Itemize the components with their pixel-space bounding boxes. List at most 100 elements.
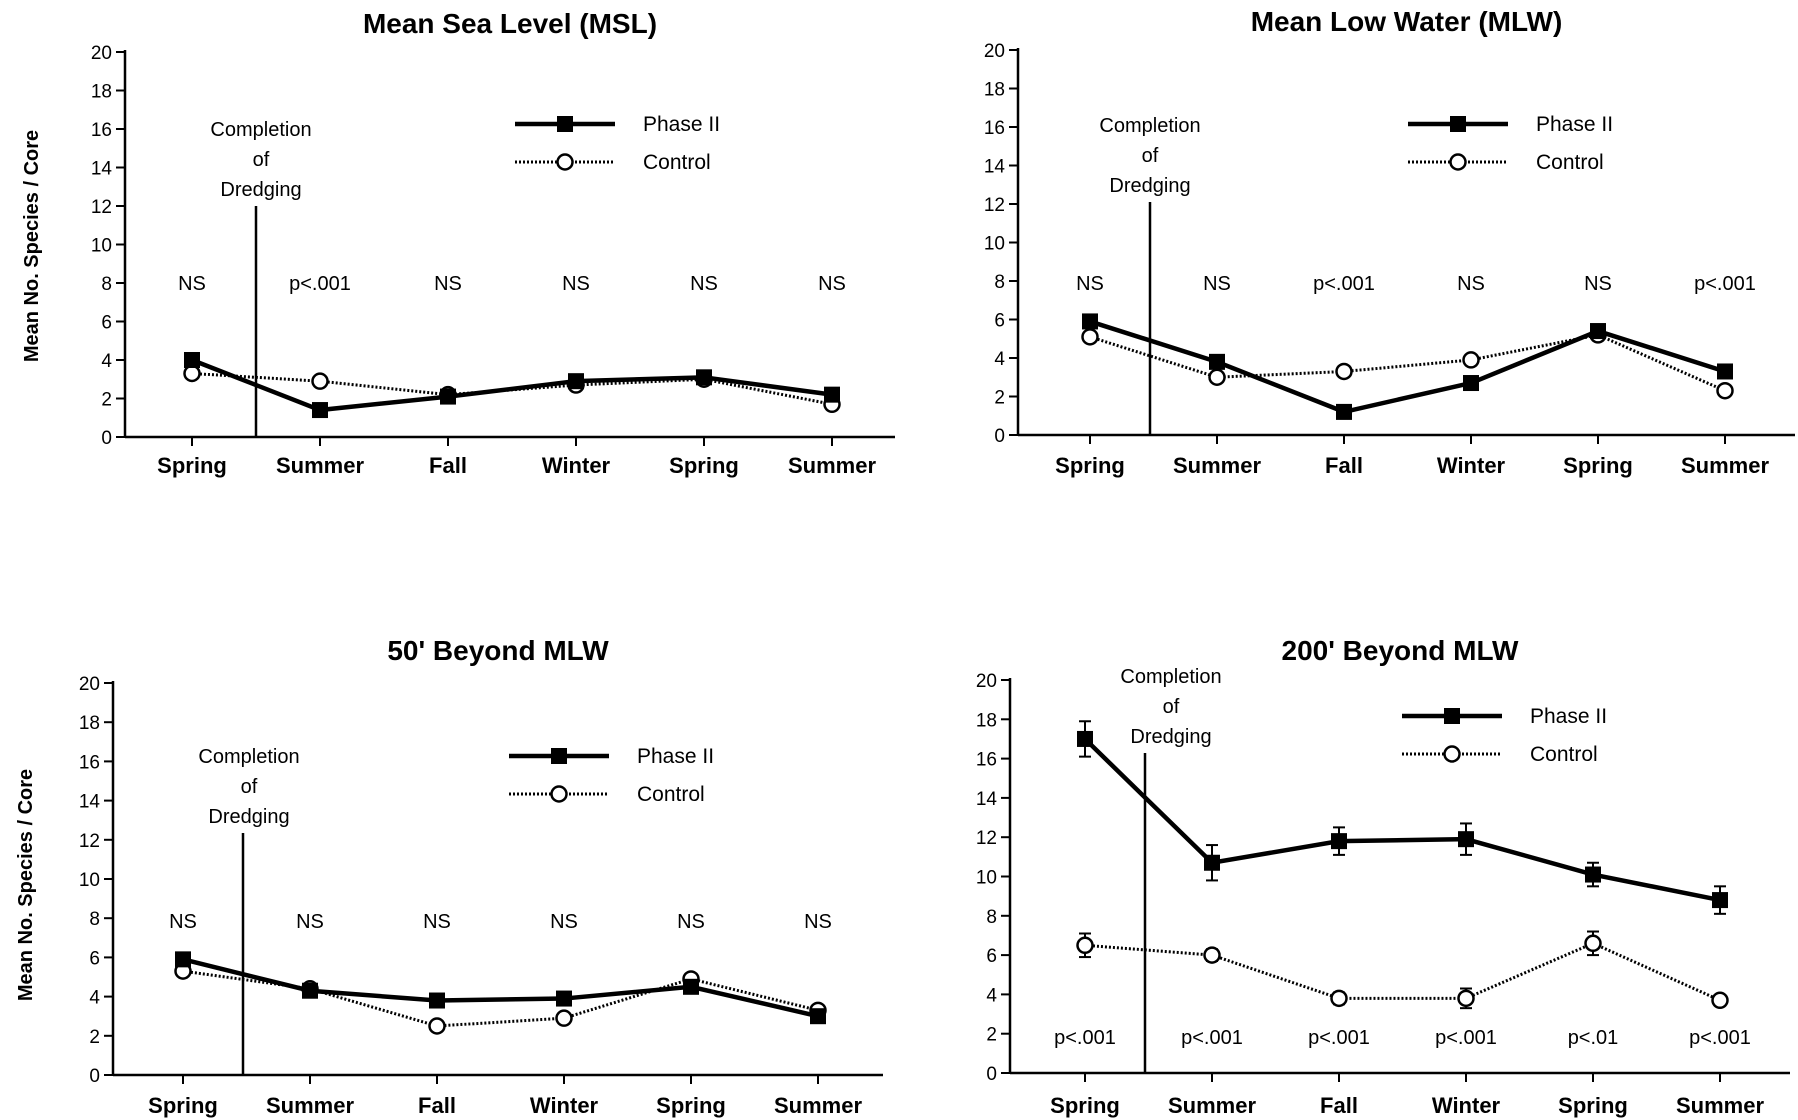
y-tick-label: 2 [986, 1025, 997, 1046]
significance-label: p<.01 [1568, 1027, 1619, 1049]
ylabel-bottom: Mean No. Species / Core [15, 769, 37, 1001]
y-tick-label: 12 [984, 195, 1005, 216]
y-tick-label: 14 [91, 159, 113, 180]
dredging-annotation: Completion [1099, 115, 1200, 137]
dredging-annotation: Completion [210, 119, 311, 141]
y-axis-label-top: Mean No. Species / Core [21, 130, 43, 362]
significance-label: NS [296, 911, 324, 933]
y-tick-label: 2 [89, 1027, 100, 1048]
y-tick-label: 8 [89, 909, 100, 930]
series-line-phase-ii [191, 357, 833, 413]
x-tick-label: Fall [1325, 453, 1363, 478]
y-tick-label: 18 [984, 80, 1005, 101]
significance-label: p<.001 [1694, 273, 1756, 295]
x-tick-label: Spring [1563, 453, 1633, 478]
y-tick-label: 16 [984, 118, 1005, 139]
data-point-phase-ii [184, 352, 200, 368]
data-point-phase-ii [1331, 833, 1347, 850]
data-point-control [311, 372, 329, 390]
chart-title: 200' Beyond MLW [1282, 635, 1519, 666]
chart-panel: 50' Beyond MLW 0 2 4 6 8 10 12 14 16 18 20 Spring Sum… [79, 635, 883, 1118]
x-tick-label: Winter [1437, 453, 1506, 478]
y-tick-label: 10 [984, 234, 1005, 255]
legend-label-phase-ii: Phase II [1530, 705, 1607, 728]
data-point-control [555, 1009, 573, 1027]
data-point-control [183, 364, 201, 383]
data-point-control [1711, 991, 1729, 1010]
x-tick-label: Fall [1320, 1093, 1358, 1118]
legend: Phase II Control [509, 745, 714, 806]
y-tick-label: 20 [79, 674, 100, 695]
data-point-control [1076, 936, 1094, 955]
y-tick-label: 16 [91, 120, 112, 141]
x-tick-label: Fall [429, 453, 467, 478]
y-axis-label-bottom: Mean No. Species / Core [15, 769, 37, 1001]
significance-label: NS [169, 911, 197, 933]
data-point-phase-ii [429, 992, 445, 1009]
x-tick-label: Summer [1676, 1093, 1764, 1118]
legend-label-control: Control [1536, 151, 1604, 174]
legend: Phase II Control [1408, 113, 1613, 174]
x-tick-label: Winter [542, 453, 611, 478]
data-point-phase-ii [440, 388, 456, 405]
y-tick-label: 8 [994, 272, 1005, 293]
x-tick-label: Fall [418, 1093, 456, 1118]
data-point-phase-ii [568, 373, 584, 390]
data-point-control [1330, 989, 1348, 1008]
x-tick-label: Spring [148, 1093, 218, 1118]
data-point-phase-ii [810, 1008, 826, 1025]
series-line-control [1089, 333, 1726, 393]
y-tick-label: 0 [986, 1064, 997, 1085]
legend-label-control: Control [1530, 743, 1598, 766]
legend-label-phase-ii: Phase II [1536, 113, 1613, 136]
dredging-annotation: Completion [198, 746, 299, 768]
significance-label: NS [178, 273, 206, 295]
x-tick-label: Spring [656, 1093, 726, 1118]
y-tick-label: 0 [994, 426, 1005, 447]
legend-marker-control [1449, 153, 1467, 171]
y-tick-label: 18 [79, 713, 100, 734]
significance-label: NS [423, 911, 451, 933]
series-line-phase-ii [1083, 737, 1721, 903]
legend-marker-phase-ii [551, 748, 567, 764]
dredging-annotation: Dredging [1130, 726, 1211, 748]
legend-marker-control [1443, 745, 1461, 763]
x-tick-label: Winter [530, 1093, 599, 1118]
series-line-phase-ii [182, 957, 819, 1019]
y-tick-label: 4 [89, 988, 100, 1009]
chart-panels: Mean Sea Level (MSL)02468101214161820Spr… [79, 6, 1795, 1118]
x-tick-label: Spring [669, 453, 739, 478]
x-tick-label: Summer [266, 1093, 354, 1118]
x-tick-label: Summer [276, 453, 364, 478]
significance-label: p<.001 [1181, 1027, 1243, 1049]
y-tick-label: 14 [976, 789, 998, 810]
data-point-control [1716, 381, 1734, 400]
y-tick-label: 2 [101, 390, 112, 411]
legend-label-control: Control [637, 783, 705, 806]
y-tick-label: 4 [986, 985, 997, 1006]
data-point-phase-ii [1458, 831, 1474, 848]
legend-marker-control [550, 785, 568, 803]
y-tick-label: 4 [994, 349, 1005, 370]
y-tick-label: 14 [984, 157, 1006, 178]
x-tick-label: Spring [1050, 1093, 1120, 1118]
significance-label: NS [434, 273, 462, 295]
data-point-phase-ii [556, 990, 572, 1007]
y-tick-label: 10 [91, 236, 112, 257]
data-point-phase-ii [1712, 892, 1728, 909]
significance-label: NS [1076, 273, 1104, 295]
data-point-phase-ii [1463, 375, 1479, 392]
y-tick-label: 6 [101, 313, 112, 334]
y-tick-label: 4 [101, 351, 112, 372]
data-point-phase-ii [1077, 730, 1093, 747]
data-point-phase-ii [1590, 323, 1606, 340]
y-tick-label: 20 [91, 43, 112, 64]
x-tick-label: Summer [1173, 453, 1261, 478]
data-point-control [1203, 946, 1221, 964]
y-tick-label: 8 [101, 274, 112, 295]
y-tick-label: 12 [79, 831, 100, 852]
legend-label-phase-ii: Phase II [643, 113, 720, 136]
dredging-annotation: of [253, 149, 270, 171]
significance-label: NS [550, 911, 578, 933]
dredging-annotation: Dredging [208, 806, 289, 828]
